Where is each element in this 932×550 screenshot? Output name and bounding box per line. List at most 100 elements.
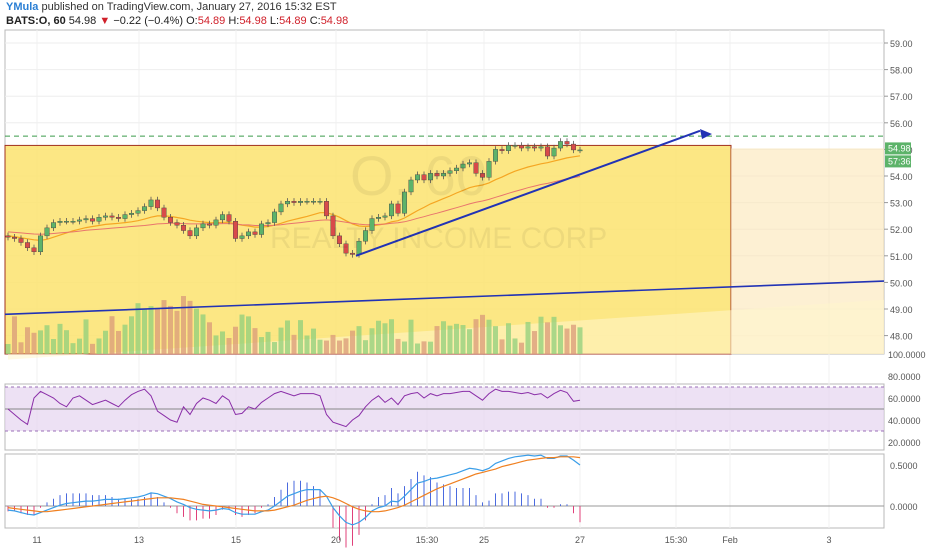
volume-bar [25, 327, 30, 354]
candle [232, 221, 238, 239]
rising-trendline [355, 129, 701, 257]
candle [187, 230, 193, 237]
candle [441, 173, 447, 177]
candle [174, 222, 180, 226]
macd-tick-label: 0.5000 [890, 461, 918, 471]
volume-bar [265, 331, 271, 354]
volume-bar [343, 338, 349, 354]
candle [304, 201, 310, 203]
volume-bar [5, 344, 11, 354]
candle [38, 235, 44, 253]
candle [70, 221, 76, 223]
candle [96, 217, 102, 222]
price-tick-label: 56.00 [890, 119, 913, 129]
candle [285, 201, 291, 205]
candle [421, 174, 427, 181]
candle [18, 238, 24, 243]
volume-bar [90, 343, 95, 354]
candle [102, 215, 108, 218]
candle [167, 217, 173, 223]
volume-bar [31, 332, 37, 354]
candle [428, 173, 434, 181]
volume-bar [350, 330, 355, 354]
candle [499, 149, 505, 151]
publish-header: YMula published on TradingView.com, Janu… [6, 1, 337, 13]
ema-fast-line [7, 155, 581, 242]
volume-bar [246, 316, 251, 354]
candle [473, 162, 479, 174]
volume-bar [447, 325, 453, 354]
candle [298, 201, 304, 203]
candle [402, 191, 408, 214]
price-tick-label: 59.00 [890, 39, 913, 49]
volume-bar [252, 328, 258, 354]
volume-bar [525, 321, 531, 354]
time-tick-label: 27 [575, 535, 585, 545]
candle [532, 146, 538, 149]
candle [278, 203, 284, 213]
price-tick-label: 53.00 [890, 199, 913, 209]
last-price-label: 54.98 [888, 143, 911, 153]
candle [245, 231, 251, 237]
candle [11, 236, 17, 239]
volume-bar [506, 323, 511, 354]
time-tick-label: 25 [479, 535, 489, 545]
candle [447, 170, 453, 174]
rsi-tick-label: 20.0000 [888, 438, 921, 448]
close-label: C: [309, 15, 321, 27]
author-name[interactable]: YMula [6, 1, 39, 13]
volume-bar [155, 308, 160, 354]
candle [317, 201, 323, 203]
candle [369, 218, 375, 231]
candle [51, 222, 57, 229]
volume-bar [291, 334, 297, 354]
candle [63, 221, 69, 223]
volume-bar [220, 331, 225, 354]
candle [519, 145, 525, 149]
candle [148, 199, 154, 207]
time-tick-label: 20 [331, 535, 341, 545]
candle [493, 149, 499, 162]
volume-bar [460, 325, 466, 354]
price-tick-label: 52.00 [890, 225, 913, 235]
volume-bar [187, 300, 193, 354]
candle [545, 146, 551, 157]
candle [25, 242, 31, 249]
symbol-label[interactable]: BATS:O, 60 [6, 15, 66, 27]
volume-bar [168, 305, 173, 354]
low-label: L: [269, 15, 280, 27]
rsi-tick-label: 40.0000 [888, 416, 921, 426]
time-tick-label: 15:30 [416, 535, 439, 545]
price-tick-label: 54.00 [890, 172, 913, 182]
volume-bar [181, 296, 186, 354]
candle [83, 218, 89, 221]
watermark-name: REALTY INCOME CORP [270, 222, 607, 255]
price-tick-label: 57.00 [890, 92, 913, 102]
volume-bar [278, 327, 284, 354]
volume-bar [564, 328, 570, 354]
volume-bar [538, 316, 544, 354]
volume-bar [109, 316, 115, 354]
candle [115, 217, 121, 219]
volume-bar [441, 321, 446, 354]
rsi-line [7, 388, 581, 428]
candle [206, 223, 212, 226]
candle [363, 230, 369, 242]
trendline-arrowhead-icon [700, 129, 712, 139]
macd-tick-label: 0.0000 [890, 502, 918, 512]
volume-bar [148, 306, 154, 354]
price-change: −0.22 (−0.4%) [113, 15, 184, 27]
volume-bar [324, 340, 329, 354]
candle [415, 174, 421, 181]
volume-bar [18, 342, 24, 354]
volume-bar [395, 338, 401, 354]
volume-bar [519, 342, 524, 354]
candle [538, 146, 544, 149]
candle [460, 163, 466, 169]
volume-bar [421, 341, 427, 354]
open-label: O: [186, 15, 198, 27]
volume-bar [389, 319, 394, 354]
volume-bar [200, 314, 206, 354]
ohlc-legend: BATS:O, 60 54.98 ▼ −0.22 (−0.4%) O:54.89… [6, 15, 348, 27]
